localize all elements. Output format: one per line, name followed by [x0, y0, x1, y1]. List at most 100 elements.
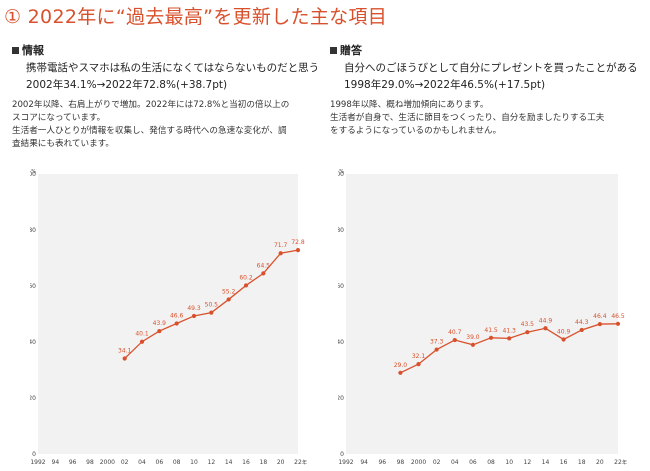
- y-tick-label: 60: [338, 283, 344, 290]
- data-label: 46.5: [611, 313, 625, 320]
- data-label: 44.9: [539, 317, 553, 324]
- y-tick-label: 0: [340, 451, 344, 458]
- data-point: [416, 362, 421, 367]
- data-label: 43.5: [521, 321, 535, 328]
- x-tick-label: 18: [578, 459, 586, 466]
- x-tick-label: 04: [451, 459, 459, 466]
- data-label: 49.3: [187, 305, 201, 312]
- data-label: 60.2: [239, 274, 253, 281]
- data-label: 43.9: [153, 320, 167, 327]
- data-point: [261, 271, 266, 276]
- data-label: 46.6: [170, 313, 184, 320]
- x-tick-label: 10: [190, 459, 198, 466]
- data-label: 29.0: [394, 362, 408, 369]
- y-tick-label: 100: [30, 171, 36, 178]
- data-label: 40.1: [135, 331, 149, 338]
- gift-panel: 贈答 自分へのごほうびとして自分にプレゼントを買ったことがある 1998年29.…: [330, 42, 640, 138]
- x-tick-label: 08: [173, 459, 181, 466]
- x-tick-label: 12: [524, 459, 532, 466]
- data-point: [295, 248, 301, 253]
- info-description-line: スコアになっています。: [12, 113, 106, 123]
- data-point: [191, 313, 197, 319]
- data-point: [579, 327, 584, 333]
- x-tick-label: 06: [156, 459, 164, 466]
- data-label: 40.7: [448, 329, 462, 336]
- info-description-line: 2002年以降、右肩上がりで増加。2022年には72.8%と当初の倍以上の: [12, 100, 290, 110]
- page-title: ① 2022年に“過去最高”を更新した主な項目: [4, 6, 388, 28]
- data-point: [561, 337, 566, 342]
- data-point: [597, 321, 602, 327]
- info-description: 2002年以降、右肩上がりで増加。2022年には72.8%と当初の倍以上の スコ…: [12, 99, 322, 151]
- y-tick-label: 40: [338, 339, 344, 346]
- x-tick-label: 2000: [411, 459, 426, 466]
- x-tick-label: 20: [596, 459, 604, 466]
- x-tick-label: 20: [277, 459, 285, 466]
- gift-description-line: をするようになっているのかもしれません。: [330, 126, 502, 136]
- info-description-line: 生活者一人ひとりが情報を収集し、発信する時代への急速な変化が、調: [12, 126, 287, 136]
- x-tick-label: 10: [505, 459, 513, 466]
- y-tick-label: 20: [30, 395, 36, 402]
- square-bullet-icon: [12, 46, 19, 54]
- data-point: [525, 330, 530, 335]
- info-line-chart: % 0 20 40 60 80 100 1992 94 96 98 2000 02 04 06 08 10 12 1…: [30, 169, 307, 466]
- x-tick-label: 14: [542, 459, 550, 466]
- data-label: 72.8: [291, 239, 305, 246]
- x-tick-label: 22: [294, 459, 302, 466]
- gift-description-line: 生活者が自身で、生活に節目をつくったり、自分を励ましたりする工夫: [330, 113, 605, 123]
- gift-line-chart: % 0 20 40 60 80 100 1992 94 96 98 2000 02 04 06 08 10 12 1…: [338, 169, 627, 466]
- info-description-line: 査結果にも表れています。: [12, 139, 115, 149]
- plot-area: [346, 174, 618, 454]
- info-panel: 情報 携帯電話やスマホは私の生活になくてはならないものだと思う 2002年34.…: [12, 42, 322, 151]
- data-point: [139, 339, 145, 344]
- gift-heading: 贈答: [330, 42, 640, 58]
- gift-description: 1998年以降、概ね増加傾向にあります。 生活者が自身で、生活に節目をつくったり…: [330, 99, 640, 138]
- x-tick-label: 02: [121, 459, 129, 466]
- x-tick-label: 94: [52, 459, 60, 466]
- x-tick-label: 18: [260, 459, 268, 466]
- x-tick-label: 1992: [30, 459, 45, 466]
- data-label: 41.5: [484, 327, 498, 334]
- info-heading-label: 情報: [22, 44, 44, 57]
- data-point: [543, 326, 548, 331]
- y-tick-label: 100: [338, 171, 344, 178]
- data-label: 40.9: [557, 328, 571, 335]
- data-point: [434, 347, 439, 352]
- x-unit-label: 年: [302, 459, 307, 466]
- data-label: 64.5: [257, 262, 271, 269]
- data-label: 55.2: [222, 288, 236, 295]
- data-point: [278, 251, 283, 256]
- x-tick-label: 08: [487, 459, 495, 466]
- data-point: [174, 321, 179, 326]
- data-point: [470, 342, 476, 347]
- x-tick-label: 16: [560, 459, 568, 466]
- data-label: 34.1: [118, 348, 132, 355]
- data-label: 41.3: [503, 327, 517, 334]
- y-unit-label: %: [31, 169, 36, 175]
- square-bullet-icon: [330, 46, 337, 54]
- y-tick-label: 0: [32, 451, 36, 458]
- data-label: 44.3: [575, 319, 589, 326]
- x-tick-label: 04: [138, 459, 146, 466]
- x-tick-label: 12: [208, 459, 216, 466]
- x-tick-label: 96: [378, 459, 386, 466]
- gift-description-line: 1998年以降、概ね増加傾向にあります。: [330, 100, 489, 110]
- gift-heading-label: 贈答: [340, 44, 362, 57]
- x-tick-label: 2000: [100, 459, 115, 466]
- x-tick-label: 02: [433, 459, 441, 466]
- gift-question: 自分へのごほうびとして自分にプレゼントを買ったことがある: [344, 62, 638, 74]
- data-label: 39.0: [466, 334, 480, 341]
- data-point: [615, 321, 621, 326]
- x-tick-label: 1992: [338, 459, 353, 466]
- info-headline: 2002年34.1%→2022年72.8%(+38.7pt): [26, 79, 228, 91]
- data-label: 71.7: [274, 242, 288, 249]
- x-tick-label: 98: [397, 459, 405, 466]
- data-point: [157, 328, 162, 334]
- data-point: [226, 297, 231, 302]
- info-heading: 情報: [12, 42, 322, 58]
- gift-headline: 1998年29.0%→2022年46.5%(+17.5pt): [344, 79, 546, 91]
- x-tick-label: 14: [225, 459, 233, 466]
- data-label: 50.5: [205, 302, 219, 309]
- data-label: 32.1: [412, 353, 426, 360]
- data-point: [507, 336, 512, 341]
- y-tick-label: 20: [338, 395, 344, 402]
